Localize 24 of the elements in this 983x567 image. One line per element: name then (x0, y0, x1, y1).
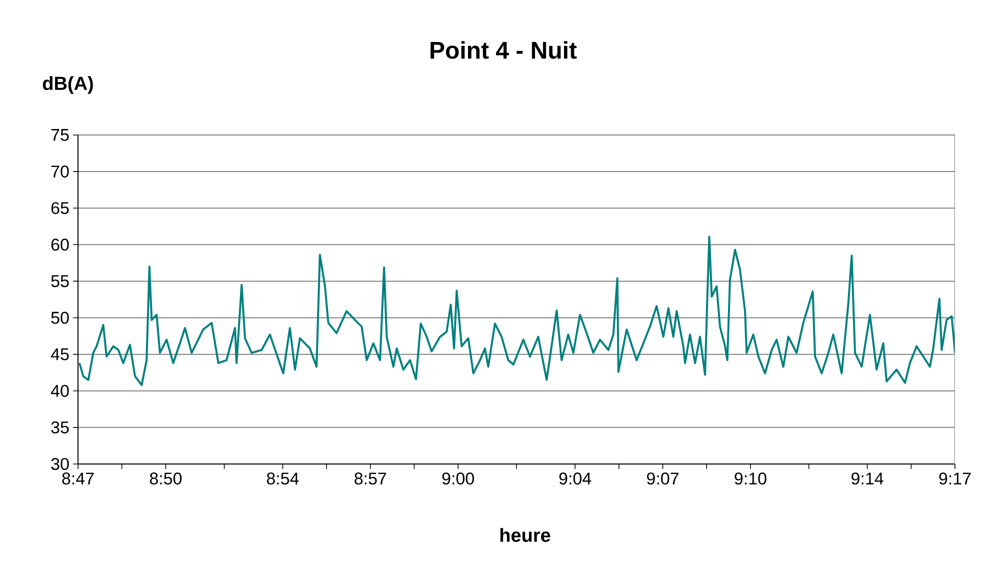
y-tick-label: 35 (51, 421, 69, 434)
y-tick-label: 60 (51, 238, 69, 251)
y-tick-label: 45 (50, 348, 69, 360)
x-tick-label: 8:54 (266, 472, 299, 485)
x-tick-label: 8:47 (62, 472, 94, 485)
y-axis-title: dB(A) (42, 76, 93, 94)
x-tick-label: 8:57 (354, 472, 386, 485)
x-tick-label: 9:04 (559, 472, 592, 485)
x-tick-label: 9:17 (939, 472, 971, 485)
y-tick-label: 65 (51, 202, 69, 214)
x-tick-label: 9:14 (852, 472, 884, 485)
y-tick-label: 50 (51, 312, 69, 324)
y-tick-label: 30 (51, 458, 69, 470)
y-tick-label: 70 (51, 166, 69, 178)
y-tick-label: 40 (50, 384, 69, 397)
x-axis-title: heure (500, 528, 550, 542)
x-tick-label: 9:10 (734, 472, 766, 485)
x-tick-label: 9:07 (647, 472, 678, 485)
y-tick-label: 75 (51, 129, 69, 141)
chart-title: Point 4 - Nuit (430, 41, 577, 59)
x-tick-label: 9:00 (442, 472, 474, 485)
y-tick-label: 55 (51, 275, 69, 288)
line-series (78, 236, 955, 386)
x-tick-label: 8:50 (150, 472, 182, 485)
